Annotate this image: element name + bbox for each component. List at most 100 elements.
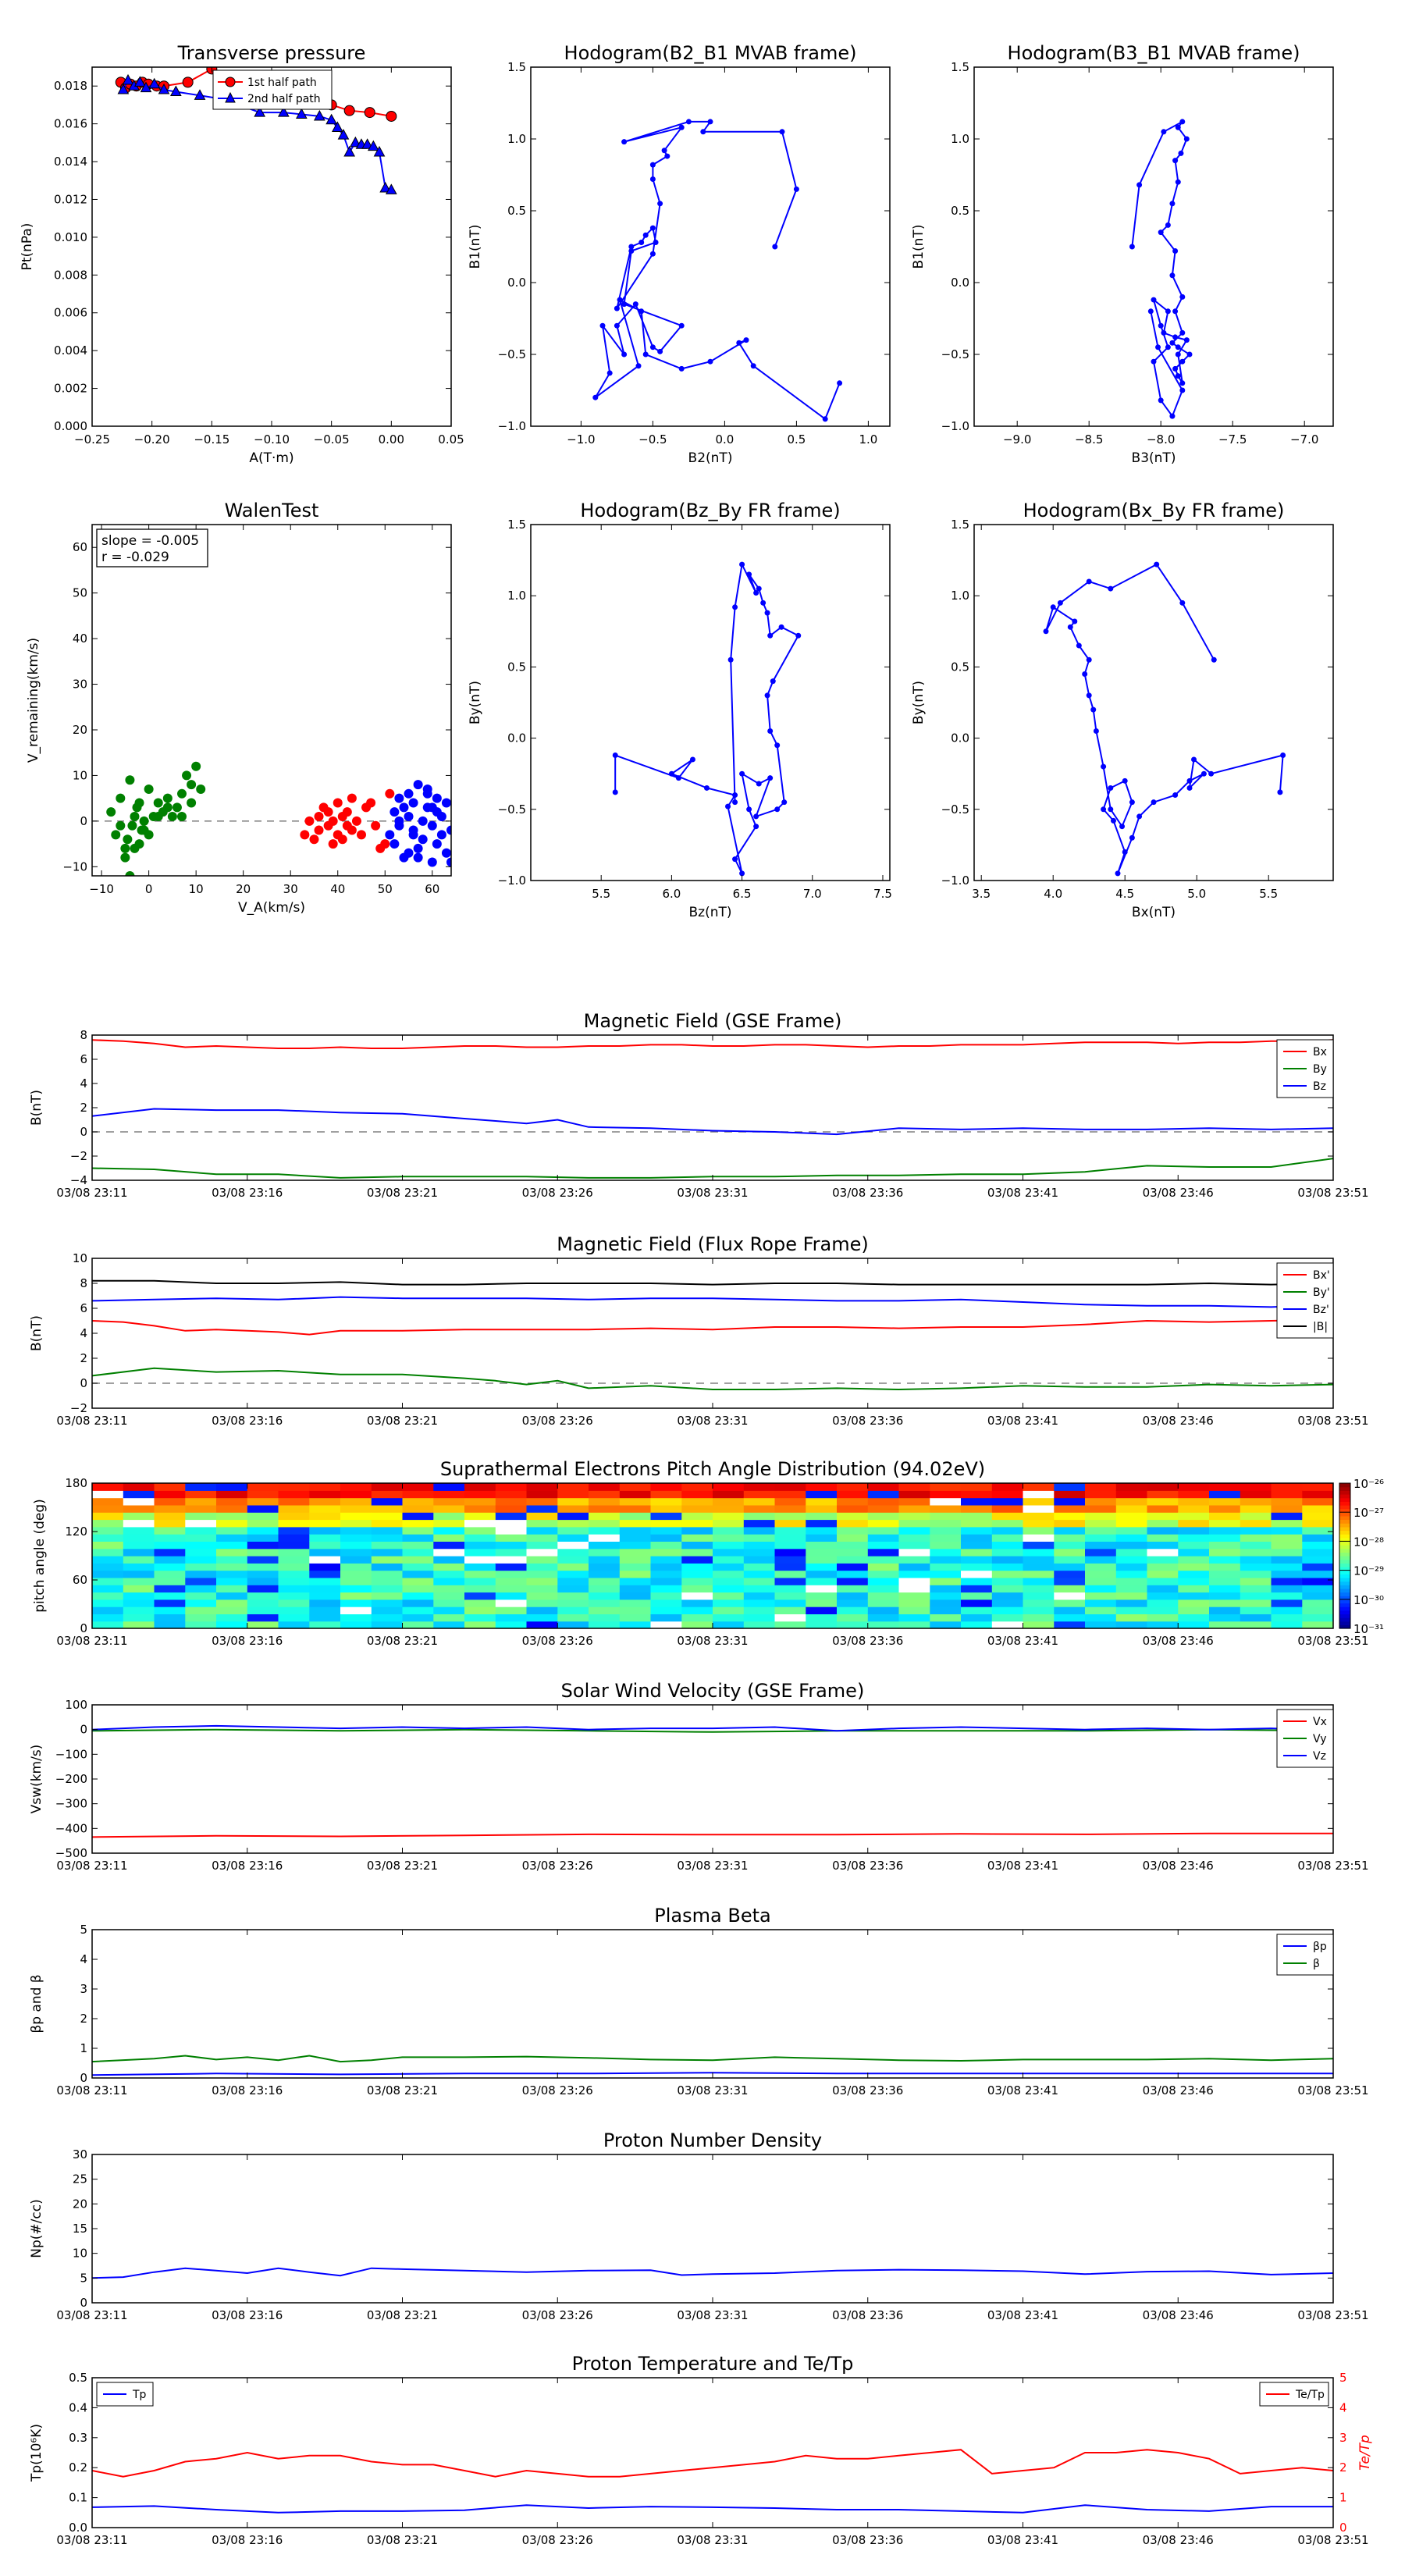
heatmap-cell bbox=[154, 1490, 186, 1499]
y-tick-label: 0.0 bbox=[951, 731, 969, 745]
data-point bbox=[1179, 294, 1186, 300]
heatmap-cell bbox=[650, 1563, 682, 1571]
heatmap-cell bbox=[216, 1570, 248, 1578]
y-tick-label: 0.0 bbox=[951, 276, 969, 290]
heatmap-cell bbox=[1302, 1519, 1333, 1528]
heatmap-cell bbox=[1240, 1526, 1272, 1535]
scatter-point bbox=[427, 857, 437, 867]
y-tick-label: 1.0 bbox=[507, 589, 526, 603]
time-tick-label: 03/08 23:16 bbox=[212, 2308, 283, 2322]
heatmap-cell bbox=[371, 1592, 404, 1600]
colorbar-label: 10⁻³¹ bbox=[1353, 1622, 1384, 1636]
time-tick-label: 03/08 23:51 bbox=[1297, 1186, 1368, 1200]
heatmap-cell bbox=[619, 1490, 652, 1499]
data-point bbox=[386, 110, 397, 122]
heatmap-cell bbox=[123, 1497, 155, 1506]
heatmap-cell bbox=[619, 1483, 652, 1491]
heatmap-cell bbox=[991, 1497, 1024, 1506]
heatmap-cell bbox=[1178, 1548, 1210, 1557]
heatmap-cell bbox=[495, 1614, 528, 1622]
y-tick-label: 1.0 bbox=[507, 132, 526, 146]
time-tick-label: 03/08 23:31 bbox=[677, 2533, 748, 2547]
data-point bbox=[1076, 642, 1082, 649]
y-tick-label: 1.5 bbox=[507, 60, 526, 74]
heatmap-cell bbox=[1115, 1614, 1148, 1622]
x-tick-label: −0.25 bbox=[74, 432, 110, 447]
scatter-point bbox=[385, 788, 395, 799]
series-tp-line bbox=[92, 2504, 1333, 2514]
heatmap-cell bbox=[898, 1614, 930, 1622]
heatmap-cell bbox=[309, 1519, 341, 1528]
plot-frame bbox=[91, 1258, 1334, 1409]
data-point bbox=[770, 678, 776, 685]
scatter-point bbox=[427, 820, 437, 831]
heatmap-cell bbox=[464, 1585, 496, 1593]
heatmap-cell bbox=[1115, 1621, 1148, 1628]
heatmap-cell bbox=[867, 1504, 900, 1513]
series-te-tp-line bbox=[92, 2449, 1333, 2478]
heatmap-cell bbox=[650, 1483, 682, 1491]
heatmap-cell bbox=[123, 1570, 155, 1578]
data-point bbox=[621, 301, 628, 308]
data-point bbox=[614, 305, 620, 311]
y-tick-label: −500 bbox=[55, 1846, 87, 1860]
heatmap-cell bbox=[806, 1570, 838, 1578]
heatmap-cell bbox=[340, 1490, 372, 1499]
heatmap-cell bbox=[650, 1497, 682, 1506]
heatmap-cell bbox=[340, 1548, 372, 1557]
heatmap-cell bbox=[247, 1556, 279, 1564]
heatmap-cell bbox=[713, 1570, 745, 1578]
heatmap-cell bbox=[681, 1512, 713, 1521]
heatmap-cell bbox=[681, 1614, 713, 1622]
heatmap-cell bbox=[557, 1621, 589, 1628]
heatmap-cell bbox=[1085, 1490, 1117, 1499]
colorbar-segment bbox=[1339, 1548, 1350, 1553]
data-point bbox=[649, 225, 656, 231]
data-point bbox=[337, 129, 350, 140]
heatmap-cell bbox=[309, 1599, 341, 1607]
data-point bbox=[277, 106, 290, 117]
heatmap-cell bbox=[92, 1614, 124, 1622]
heatmap-cell bbox=[589, 1504, 621, 1513]
heatmap-cell bbox=[433, 1548, 465, 1557]
scatter-point bbox=[432, 839, 442, 849]
heatmap-cell bbox=[1302, 1504, 1333, 1513]
data-point bbox=[1178, 150, 1184, 156]
heatmap-cell bbox=[1178, 1541, 1210, 1550]
scatter-point bbox=[153, 798, 163, 808]
heatmap-cell bbox=[433, 1504, 465, 1513]
data-point bbox=[349, 136, 361, 148]
heatmap-cell bbox=[464, 1512, 496, 1521]
y-tick-label: 2 bbox=[80, 1101, 87, 1115]
scatter-point bbox=[366, 798, 376, 808]
y-tick-label: −1.0 bbox=[498, 419, 526, 433]
heatmap-cell bbox=[898, 1526, 930, 1535]
scatter-point bbox=[111, 830, 121, 840]
time-tick-label: 03/08 23:36 bbox=[832, 1186, 903, 1200]
heatmap-cell bbox=[1147, 1504, 1179, 1513]
data-point bbox=[1169, 272, 1176, 279]
legend: βp β bbox=[1276, 1934, 1334, 1976]
heatmap-cell bbox=[278, 1483, 310, 1491]
series-bx-line bbox=[92, 1318, 1333, 1336]
data-point bbox=[1090, 706, 1097, 713]
heatmap-cell bbox=[930, 1570, 962, 1578]
time-tick-label: 03/08 23:21 bbox=[367, 2533, 438, 2547]
heatmap-cell bbox=[1085, 1548, 1117, 1557]
heatmap-cell bbox=[526, 1512, 558, 1521]
data-point bbox=[1277, 789, 1283, 795]
y-tick-label: 6 bbox=[80, 1301, 87, 1315]
y-tick-label: 0 bbox=[80, 1125, 87, 1139]
heatmap-cell bbox=[961, 1512, 993, 1521]
heatmap-cell bbox=[681, 1541, 713, 1550]
heatmap-cell bbox=[867, 1556, 900, 1564]
heatmap-cell bbox=[340, 1534, 372, 1542]
heatmap-cell bbox=[1302, 1606, 1333, 1614]
heatmap-cell bbox=[1302, 1497, 1333, 1506]
data-point bbox=[664, 153, 670, 159]
heatmap-cell bbox=[216, 1621, 248, 1628]
data-point bbox=[1151, 297, 1157, 303]
colorbar-segment bbox=[1339, 1588, 1350, 1593]
heatmap-cell bbox=[837, 1504, 869, 1513]
